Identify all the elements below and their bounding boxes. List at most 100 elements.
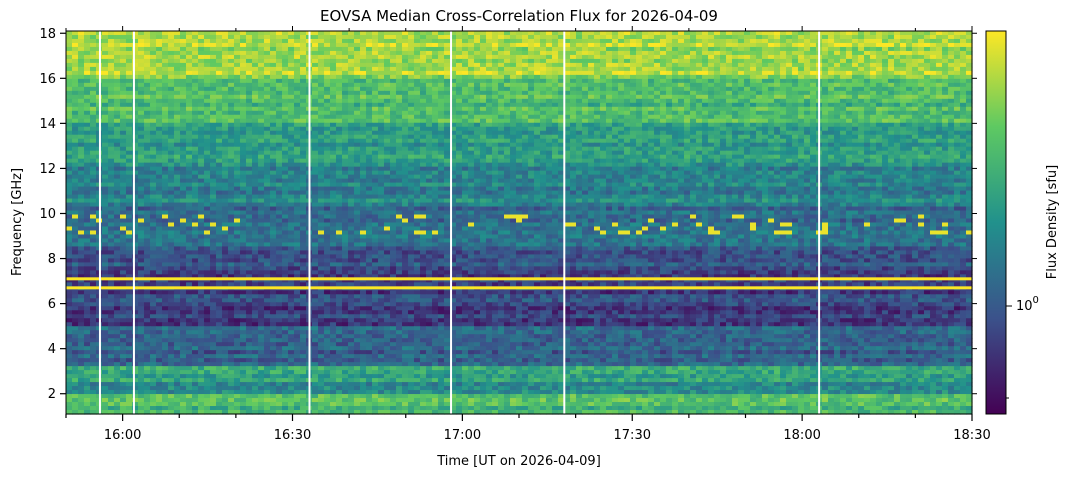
heatmap-cell — [126, 31, 133, 36]
heatmap-cell — [600, 71, 607, 76]
heatmap-cell — [780, 107, 787, 112]
heatmap-cell — [420, 127, 427, 132]
heatmap-cell — [342, 35, 349, 40]
heatmap-cell — [552, 95, 559, 100]
heatmap-cell — [930, 147, 937, 152]
heatmap-cell — [366, 147, 373, 152]
heatmap-cell — [930, 39, 937, 44]
heatmap-cell — [846, 111, 853, 116]
heatmap-cell — [954, 95, 961, 100]
heatmap-cell — [852, 39, 859, 44]
heatmap-cell — [774, 43, 781, 48]
heatmap-cell — [354, 139, 361, 144]
heatmap-cell — [516, 63, 523, 68]
heatmap-cell — [144, 159, 151, 164]
heatmap-cell — [150, 35, 157, 40]
heatmap-cell — [744, 103, 751, 108]
heatmap-cell — [750, 123, 757, 128]
heatmap-cell — [762, 115, 769, 120]
heatmap-cell — [168, 147, 175, 152]
heatmap-cell — [792, 87, 799, 92]
heatmap-cell — [192, 159, 199, 164]
heatmap-cell — [270, 95, 277, 100]
heatmap-cell — [576, 83, 583, 88]
heatmap-cell — [630, 95, 637, 100]
heatmap-cell — [678, 147, 685, 152]
heatmap-cell — [180, 87, 187, 92]
heatmap-cell — [930, 55, 937, 60]
heatmap-cell — [156, 143, 163, 148]
heatmap-cell — [702, 63, 709, 68]
heatmap-cell — [882, 35, 889, 40]
heatmap-cell — [294, 59, 301, 64]
heatmap-cell — [372, 127, 379, 132]
heatmap-cell — [642, 155, 649, 160]
heatmap-cell — [834, 107, 841, 112]
heatmap-cell — [228, 127, 235, 132]
heatmap-cell — [528, 67, 535, 72]
heatmap-cell — [402, 71, 409, 76]
heatmap-cell — [948, 47, 955, 52]
heatmap-cell — [342, 39, 349, 44]
heatmap-cell — [510, 71, 517, 76]
heatmap-cell — [726, 147, 733, 152]
heatmap-cell — [342, 159, 349, 164]
heatmap-cell — [72, 79, 79, 84]
heatmap-cell — [774, 87, 781, 92]
heatmap-cell — [474, 59, 481, 64]
heatmap-cell — [108, 43, 115, 48]
heatmap-cell — [774, 83, 781, 88]
heatmap-cell — [492, 79, 499, 84]
heatmap-cell — [330, 79, 337, 84]
heatmap-cell — [840, 147, 847, 152]
heatmap-cell — [918, 91, 925, 96]
heatmap-cell — [696, 87, 703, 92]
heatmap-cell — [936, 55, 943, 60]
heatmap-cell — [210, 155, 217, 160]
heatmap-cell — [276, 123, 283, 128]
heatmap-cell — [336, 159, 343, 164]
heatmap-cell — [300, 87, 307, 92]
heatmap-cell — [888, 83, 895, 88]
heatmap-cell — [672, 123, 679, 128]
heatmap-cell — [396, 71, 403, 76]
heatmap-cell — [426, 111, 433, 116]
heatmap-cell — [504, 35, 511, 40]
heatmap-cell — [774, 147, 781, 152]
heatmap-cell — [78, 143, 85, 148]
heatmap-cell — [618, 71, 625, 76]
heatmap-cell — [456, 55, 463, 60]
heatmap-cell — [138, 119, 145, 124]
heatmap-cell — [432, 155, 439, 160]
heatmap-cell — [570, 47, 577, 52]
heatmap-cell — [690, 131, 697, 136]
heatmap-cell — [462, 67, 469, 72]
heatmap-cell — [336, 151, 343, 156]
heatmap-cell — [174, 147, 181, 152]
heatmap-cell — [480, 35, 487, 40]
heatmap-cell — [804, 155, 811, 160]
heatmap-cell — [804, 43, 811, 48]
heatmap-cell — [624, 115, 631, 120]
heatmap-cell — [444, 135, 451, 140]
heatmap-cell — [948, 131, 955, 136]
heatmap-cell — [426, 155, 433, 160]
heatmap-cell — [630, 59, 637, 64]
heatmap-cell — [360, 43, 367, 48]
heatmap-cell — [894, 159, 901, 164]
heatmap-cell — [798, 55, 805, 60]
heatmap-cell — [960, 63, 967, 68]
heatmap-cell — [102, 163, 109, 168]
heatmap-cell — [330, 123, 337, 128]
heatmap-cell — [462, 95, 469, 100]
heatmap-cell — [834, 115, 841, 120]
heatmap-cell — [432, 75, 439, 80]
heatmap-cell — [672, 131, 679, 136]
heatmap-cell — [498, 39, 505, 44]
heatmap-cell — [900, 147, 907, 152]
heatmap-cell — [696, 155, 703, 160]
heatmap-cell — [840, 155, 847, 160]
heatmap-cell — [540, 119, 547, 124]
heatmap-cell — [318, 131, 325, 136]
heatmap-cell — [180, 131, 187, 136]
